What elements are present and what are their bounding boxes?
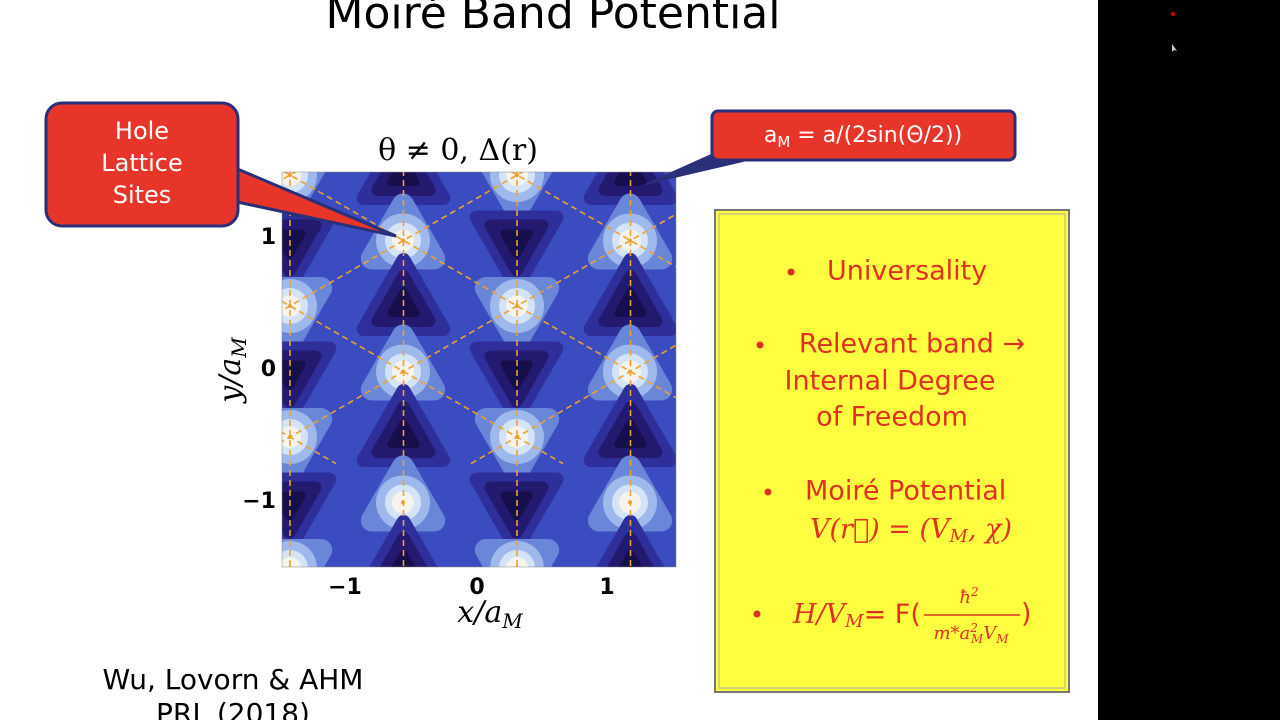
map-frame	[281, 171, 677, 568]
x-tick-label: 1	[599, 575, 614, 600]
bullet-formula: H/VM= F(	[792, 599, 921, 633]
y-tick-label: −1	[242, 489, 276, 514]
plot-title: θ ≠ 0, Δ(r)	[378, 133, 538, 168]
bullet-text: Relevant band →	[799, 329, 1025, 360]
summary-box	[714, 209, 1070, 693]
y-tick-label: 0	[261, 357, 276, 382]
x-label-main: x/a	[457, 595, 502, 630]
formula-sup: 2	[970, 585, 979, 599]
callout-text: Lattice	[101, 149, 183, 177]
callout-box	[710, 109, 1017, 162]
formula-part: V(r⃗) = (V	[810, 514, 952, 545]
formula-part: m*a	[933, 623, 970, 644]
bullet	[756, 341, 764, 349]
formula-sup: 2	[969, 621, 978, 635]
slide-title: Moiré Band Potential	[326, 0, 781, 39]
formula-part: = F(	[864, 599, 921, 630]
callout-formula: aM = a/(2sin(Θ/2))	[764, 123, 962, 151]
bullet	[753, 610, 761, 618]
formula-sub: M	[844, 611, 864, 632]
hole-site	[282, 557, 301, 567]
formula-sub: M	[949, 526, 969, 547]
bullet-text: Moiré Potential	[805, 476, 1006, 507]
pointer-dot	[1171, 12, 1175, 16]
y-label-sub: M	[227, 337, 251, 359]
formula-part: V	[983, 623, 998, 644]
formula-part: , χ)	[968, 514, 1012, 545]
cursor	[1172, 44, 1177, 52]
x-label-sub: M	[501, 609, 523, 633]
y-label-main: y/a	[213, 358, 248, 405]
bullet	[787, 268, 795, 276]
bullet	[764, 488, 772, 496]
citation: PRL (2018)	[156, 697, 310, 720]
bullet-text: of Freedom	[816, 402, 968, 433]
y-axis-label: y/aM	[213, 337, 251, 405]
bullet-text: Internal Degree	[785, 366, 996, 397]
summary-box-inner	[718, 213, 1066, 689]
x-tick-label: 0	[469, 575, 484, 600]
lattice-line	[470, 344, 676, 465]
bullet-formula: V(r⃗) = (VM, χ)	[810, 514, 1012, 548]
formula-sub: M	[777, 133, 790, 151]
formula-sub: M	[995, 632, 1009, 646]
formula-part: H/V	[792, 599, 848, 630]
formula-sub: M	[970, 632, 984, 646]
callout-text: Sites	[113, 181, 172, 209]
fraction-numerator: ħ2	[959, 585, 978, 609]
moire-potential-map	[282, 172, 676, 567]
citation: Wu, Lovorn & AHM	[103, 663, 364, 696]
formula-part: ħ	[959, 587, 971, 608]
x-tick-label: −1	[328, 575, 362, 600]
lattice-line	[282, 213, 676, 443]
callout-text: Hole	[115, 117, 169, 145]
hole-site	[282, 172, 301, 186]
fraction-denominator: m*a2 MVM	[933, 621, 1009, 646]
y-tick-label: 1	[261, 225, 276, 250]
lattice-line	[282, 300, 564, 465]
formula-close: )	[1021, 599, 1032, 630]
lattice-line	[283, 172, 676, 399]
side-panel	[1098, 0, 1280, 720]
bullet-text: Universality	[827, 256, 987, 287]
x-axis-label: x/aM	[457, 595, 523, 633]
hole-site	[506, 172, 528, 186]
callout-box	[44, 101, 240, 228]
formula-part: a	[764, 123, 777, 148]
formula-part: = a/(2sin(Θ/2))	[790, 123, 962, 148]
